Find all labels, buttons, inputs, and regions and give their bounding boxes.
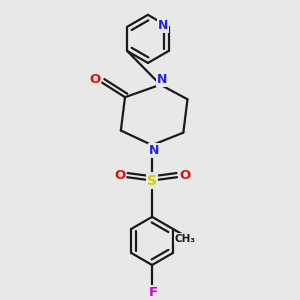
Text: N: N <box>158 19 168 32</box>
Text: CH₃: CH₃ <box>175 234 196 244</box>
Text: O: O <box>114 169 125 182</box>
Text: N: N <box>149 144 159 157</box>
Text: F: F <box>148 286 158 299</box>
Text: O: O <box>89 73 100 86</box>
Text: S: S <box>147 173 157 188</box>
Text: N: N <box>157 73 168 86</box>
Text: O: O <box>179 169 190 182</box>
